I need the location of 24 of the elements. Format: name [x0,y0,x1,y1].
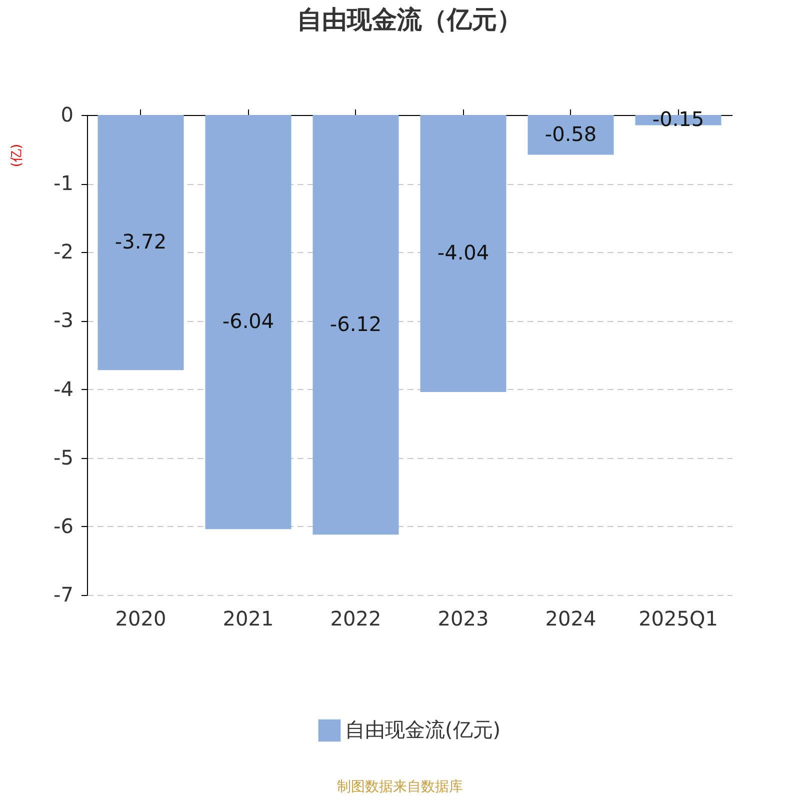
legend-label: 自由现金流(亿元) [345,718,501,742]
y-tick-label: -5 [54,445,74,470]
y-tick-label: -2 [54,240,74,264]
y-tick-label: -4 [54,376,74,401]
data-label: -0.58 [544,122,597,146]
data-label: -3.72 [114,230,167,254]
y-tick-label: -1 [54,171,74,196]
x-tick-label: 2025Q1 [638,606,718,630]
chart-title: 自由现金流（亿元） [297,5,522,34]
x-tick-label: 2021 [222,606,274,630]
data-label: -6.04 [222,309,274,334]
y-axis-title: (亿) [10,144,25,168]
text: 制图数据来自数据库 [336,778,464,796]
y-tick-label: -7 [54,582,74,606]
data-label: -4.04 [437,240,490,265]
y-tick-label: -6 [54,514,74,538]
y-tick-label: 0 [60,102,74,126]
x-tick-label: 2022 [330,606,382,630]
x-tick-label: 2024 [545,606,596,630]
x-tick-label: 2020 [115,606,166,630]
data-label: -0.15 [652,107,704,132]
x-tick-label: 2023 [438,606,489,630]
data-label: -6.12 [330,312,382,336]
y-tick-label: -3 [54,308,74,332]
